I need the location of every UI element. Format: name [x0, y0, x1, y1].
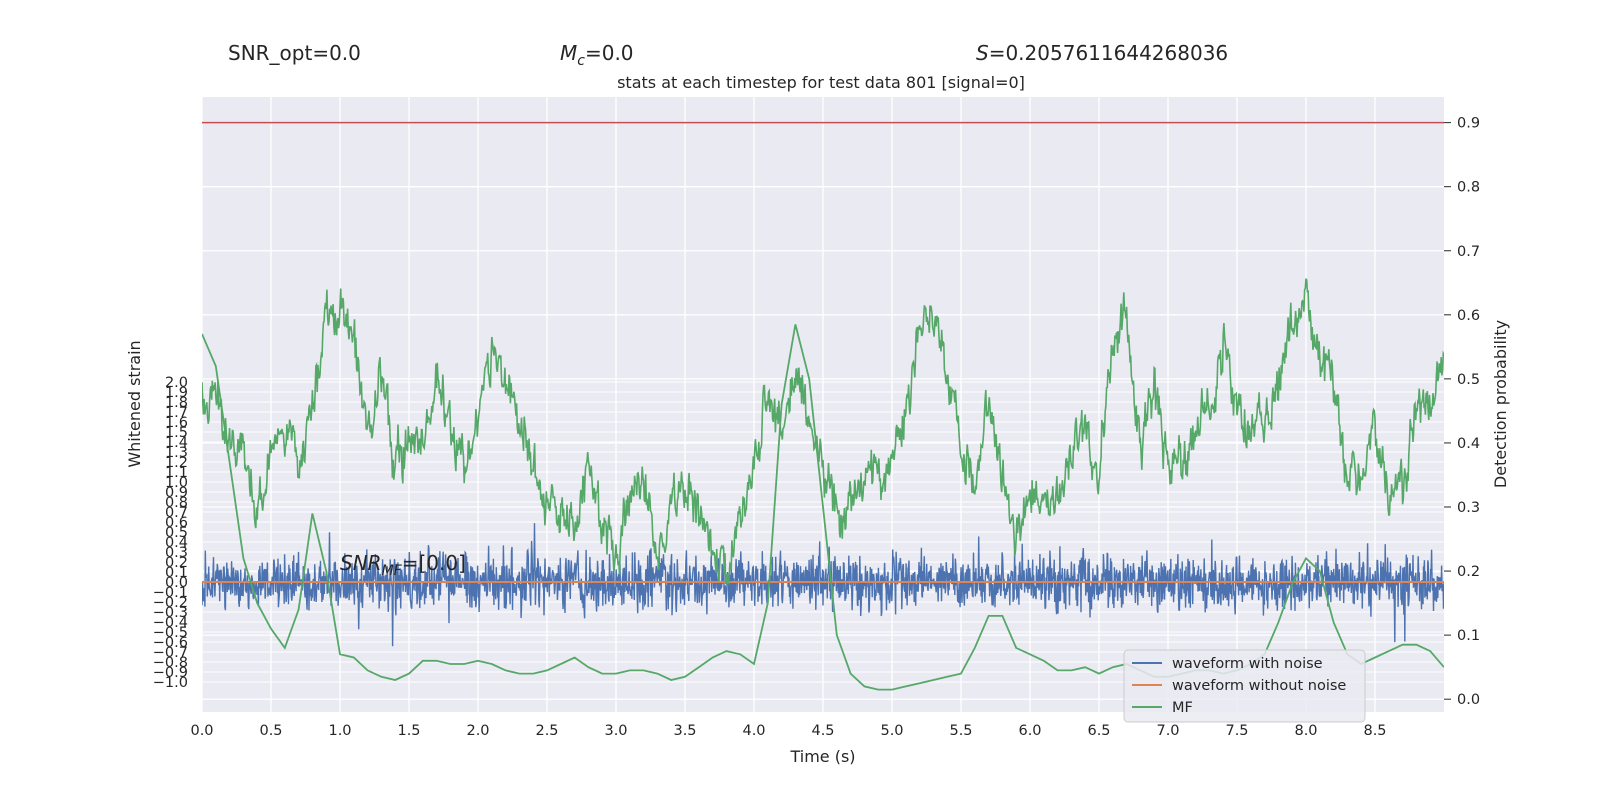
left-tick-label: −0.8 [153, 655, 188, 671]
x-tick-label: 7.5 [1225, 723, 1248, 739]
left-tick-label: 0.7 [165, 505, 188, 521]
left-tick-label: 1.3 [165, 445, 188, 461]
right-tick-label: 0.8 [1457, 180, 1480, 196]
right-tick-label: 0.9 [1457, 116, 1480, 132]
x-tick-label: 3.0 [604, 723, 627, 739]
left-tick-label: 0.3 [165, 545, 188, 561]
snr-mf-annotation: SNRMF=[0.0] [340, 551, 466, 579]
left-axis-label: Whitened strain [125, 340, 144, 467]
right-tick-label: 0.7 [1457, 244, 1480, 260]
x-tick-label: 0.5 [259, 723, 282, 739]
left-tick-label: 0.5 [165, 525, 188, 541]
left-tick-label: 0.2 [165, 555, 188, 571]
left-tick-label: −0.3 [153, 605, 188, 621]
x-tick-label: 2.0 [466, 723, 489, 739]
left-tick-label: 1.6 [165, 415, 188, 431]
left-tick-label: −1.0 [153, 675, 188, 691]
right-tick-label: 0.1 [1457, 628, 1480, 644]
left-tick-label: 1.1 [165, 465, 188, 481]
x-tick-label: 8.0 [1294, 723, 1317, 739]
left-tick-label: 0.8 [165, 495, 188, 511]
left-tick-label: 1.4 [165, 435, 188, 451]
left-tick-label: 1.7 [165, 405, 188, 421]
right-tick-label: 0.3 [1457, 500, 1480, 516]
right-axis-ticks: 0.0 0.1 0.2 0.3 0.4 0.5 0.6 0.7 0.8 0.9 [1444, 116, 1480, 708]
left-axis-ticks: 2.01.91.81.71.61.51.41.31.21.11.00.90.80… [153, 375, 188, 691]
left-tick-label: 0.6 [165, 515, 188, 531]
right-tick-label: 0.4 [1457, 436, 1480, 452]
left-tick-label: 0.0 [165, 575, 188, 591]
left-tick-label: 1.8 [165, 395, 188, 411]
legend-box [1123, 649, 1366, 723]
right-tick-label: 0.6 [1457, 308, 1480, 324]
legend-label-waveform-without-noise: waveform without noise [1172, 678, 1346, 694]
chirp-mass-label: Mc=0.0 [560, 41, 634, 69]
series-waveform-with-noise [202, 523, 1444, 647]
left-tick-label: 1.2 [165, 455, 188, 471]
left-tick-label: 2.0 [165, 375, 188, 391]
x-tick-label: 4.5 [811, 723, 834, 739]
x-tick-label: 4.0 [742, 723, 765, 739]
chart-title: stats at each timestep for test data 801… [617, 73, 1025, 92]
left-tick-label: −0.2 [153, 595, 188, 611]
score-label: S=0.2057611644268036 [976, 41, 1228, 65]
right-tick-label: 0.5 [1457, 372, 1480, 388]
x-axis-ticks: 0.0 0.5 1.0 1.5 2.0 2.5 3.0 3.5 4.0 4.5 5.0 5.5 6.0 6… [190, 723, 1386, 739]
x-tick-label: 6.5 [1087, 723, 1110, 739]
x-tick-label: 3.5 [673, 723, 696, 739]
left-tick-label: −0.5 [153, 625, 188, 641]
legend-label-mf: MF [1172, 700, 1193, 716]
x-tick-label: 5.5 [949, 723, 972, 739]
x-tick-label: 1.5 [397, 723, 420, 739]
x-tick-label: 6.0 [1018, 723, 1041, 739]
x-tick-label: 2.5 [535, 723, 558, 739]
legend-label-waveform-with-noise: waveform with noise [1172, 656, 1323, 672]
right-axis-label: Detection probability [1491, 320, 1510, 488]
snr-opt-label: SNR_opt=0.0 [228, 41, 361, 65]
left-tick-label: 1.9 [165, 385, 188, 401]
right-tick-label: 0.0 [1457, 692, 1480, 708]
left-tick-label: 0.1 [165, 565, 188, 581]
left-tick-label: 1.0 [165, 475, 188, 491]
left-tick-label: −0.7 [153, 645, 188, 661]
left-tick-label: 1.5 [165, 425, 188, 441]
left-tick-label: −0.6 [153, 635, 188, 651]
x-tick-label: 7.0 [1156, 723, 1179, 739]
left-tick-label: 0.9 [165, 485, 188, 501]
x-tick-label: 0.0 [190, 723, 213, 739]
left-tick-label: −0.4 [153, 615, 188, 631]
left-tick-label: −0.9 [153, 665, 188, 681]
x-axis-label: Time (s) [789, 747, 855, 766]
right-tick-label: 0.2 [1457, 564, 1480, 580]
series-mf-detection-probability [202, 278, 1444, 585]
left-tick-label: 0.4 [165, 535, 188, 551]
x-tick-label: 5.0 [880, 723, 903, 739]
x-tick-label: 8.5 [1363, 723, 1386, 739]
legend: waveform with noise waveform without noi… [1123, 649, 1366, 723]
left-tick-label: −0.1 [153, 585, 188, 601]
x-tick-label: 1.0 [328, 723, 351, 739]
